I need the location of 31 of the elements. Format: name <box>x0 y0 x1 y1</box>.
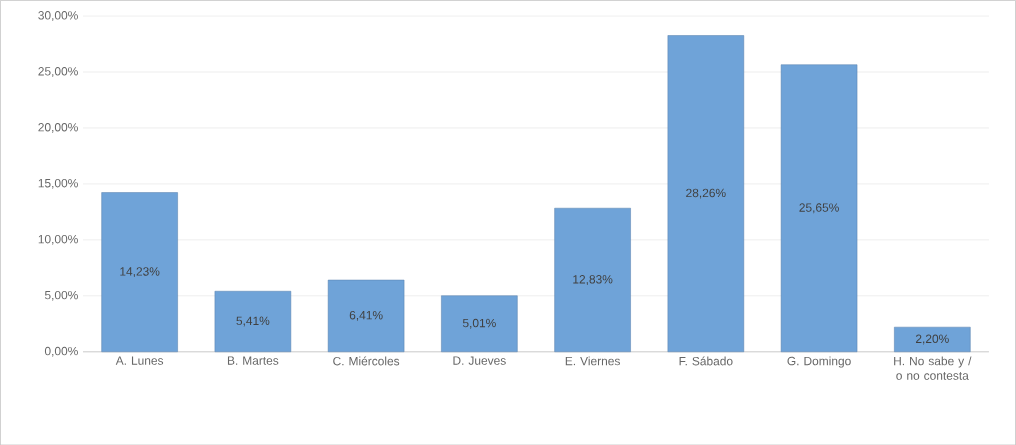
bar <box>441 295 518 352</box>
data-label: 14,23% <box>120 267 160 277</box>
x-tick-label: C. Miércoles <box>333 356 400 366</box>
y-tick-label: 30,00% <box>38 10 78 21</box>
bar <box>780 64 858 352</box>
bar <box>894 326 971 352</box>
y-tick-label: 15,00% <box>38 178 78 189</box>
data-label: 2,20% <box>915 334 949 345</box>
data-label: 5,01% <box>462 318 496 329</box>
x-tick-label: E. Viernes <box>565 356 620 366</box>
y-tick-label: 20,00% <box>38 122 78 133</box>
data-label: 12,83% <box>573 274 613 285</box>
x-tick-label: G. Domingo <box>787 356 851 368</box>
data-label: 28,26% <box>686 188 726 199</box>
bar <box>214 290 292 352</box>
x-tick-label: A. Lunes <box>115 356 164 365</box>
x-tick-label: D. Jueves <box>453 356 506 365</box>
x-tick-label: F. Sábado <box>679 356 733 366</box>
data-label: 5,41% <box>236 316 270 327</box>
y-tick-label: 0,00% <box>44 346 78 357</box>
y-tick-label: 10,00% <box>38 234 78 245</box>
bar <box>101 192 178 352</box>
bar <box>554 207 631 352</box>
bar <box>327 279 405 352</box>
data-label: 6,41% <box>349 310 383 321</box>
bar <box>667 35 745 352</box>
y-tick-label: 5,00% <box>44 290 78 301</box>
x-tick-label: H. No sabe y / o no contesta <box>894 356 972 380</box>
data-label: 25,65% <box>799 203 839 213</box>
x-tick-label: B. Martes <box>227 356 279 365</box>
y-tick-label: 25,00% <box>38 66 78 77</box>
